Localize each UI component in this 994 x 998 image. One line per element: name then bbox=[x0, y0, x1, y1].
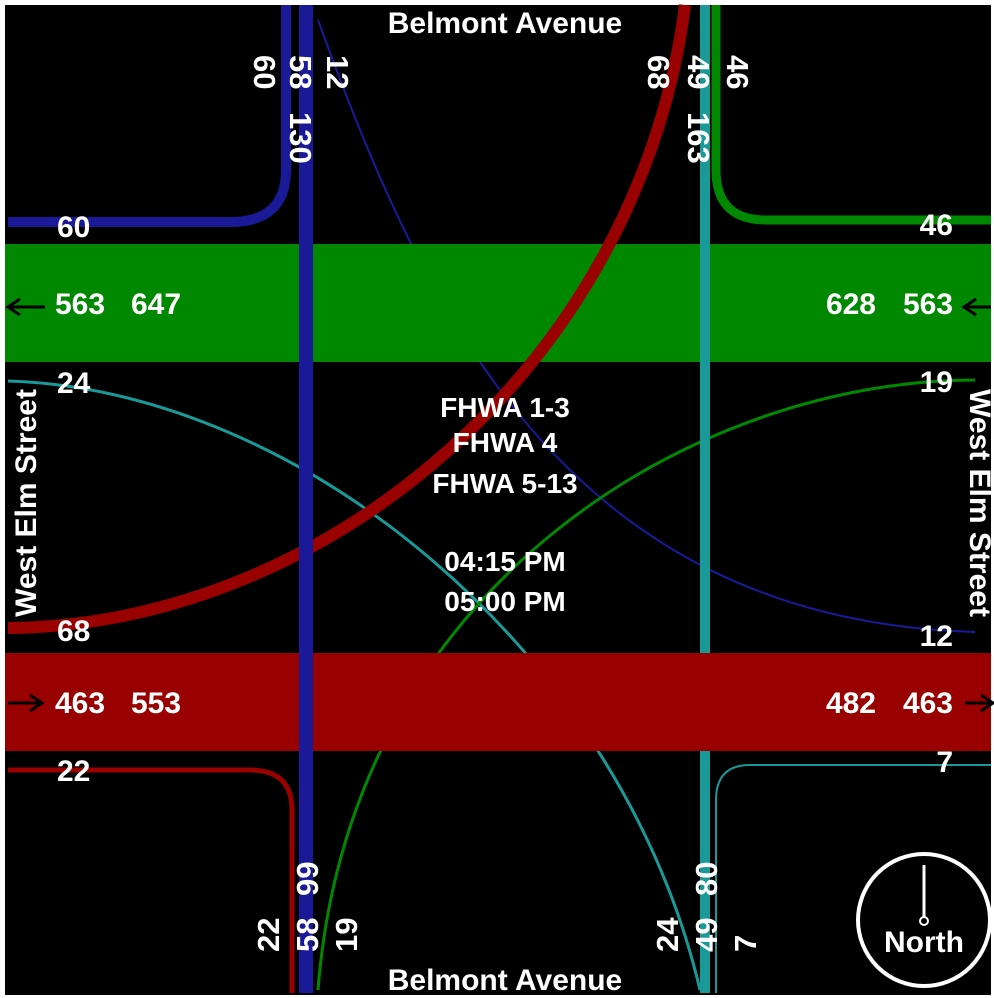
northeast-through-count: 49 bbox=[681, 55, 716, 89]
arrow-right-icon bbox=[8, 693, 45, 713]
teal-diagonal bbox=[7, 379, 702, 991]
east-turn-19-count: 19 bbox=[920, 366, 953, 399]
north-total-count: 130 bbox=[283, 112, 318, 164]
arrow-left-icon bbox=[961, 297, 991, 317]
east-red-in-count: 482 bbox=[826, 687, 876, 720]
west-red-in-count: 463 bbox=[55, 687, 105, 720]
blue-thin-diagonal bbox=[317, 19, 976, 633]
red-left-turn bbox=[8, 767, 295, 993]
southeast-total-count: 80 bbox=[689, 862, 724, 896]
blue-left-turn bbox=[8, 5, 291, 227]
north-left-count: 60 bbox=[247, 55, 282, 89]
north-through-count: 58 bbox=[283, 55, 318, 89]
red-diagonal bbox=[7, 4, 691, 634]
northeast-left-count: 68 bbox=[641, 55, 676, 89]
west-green-in-count: 647 bbox=[131, 288, 181, 321]
southeast-left-count: 24 bbox=[650, 917, 685, 952]
west-turn-24-count: 24 bbox=[57, 367, 91, 400]
green-thin-diagonal bbox=[316, 378, 976, 991]
southeast-through-count: 49 bbox=[689, 918, 724, 952]
street-name-west: West Elm Street bbox=[10, 389, 43, 617]
center-fhwa-1: FHWA 1-3 bbox=[440, 392, 570, 423]
street-name-south: Belmont Avenue bbox=[388, 964, 622, 997]
west-turn-68-count: 68 bbox=[57, 615, 90, 648]
diagram-background bbox=[5, 5, 991, 995]
east-green-in-count: 628 bbox=[826, 288, 876, 321]
south-left-count: 22 bbox=[251, 918, 286, 952]
center-fhwa-2: FHWA 4 bbox=[453, 427, 558, 458]
compass-pivot bbox=[919, 916, 929, 926]
north-right-count: 12 bbox=[320, 55, 355, 89]
west-turn-22-count: 22 bbox=[57, 755, 90, 788]
center-fhwa-3: FHWA 5-13 bbox=[432, 468, 577, 499]
compass-circle bbox=[856, 852, 992, 988]
compass-label: North bbox=[884, 926, 964, 959]
east-top-turn-count: 46 bbox=[920, 209, 953, 242]
east-turn-12-count: 12 bbox=[920, 620, 953, 653]
center-time-start: 04:15 PM bbox=[444, 546, 565, 577]
west-top-turn-count: 60 bbox=[57, 211, 90, 244]
northeast-right-count: 46 bbox=[720, 55, 755, 89]
red-westbound-band bbox=[5, 653, 991, 751]
west-red-out-count: 553 bbox=[131, 687, 181, 720]
east-green-out-count: 563 bbox=[903, 288, 953, 321]
east-turn-7-count: 7 bbox=[936, 746, 953, 779]
arrow-right-icon bbox=[965, 693, 994, 713]
east-red-out-count: 463 bbox=[903, 687, 953, 720]
street-name-north: Belmont Avenue bbox=[388, 7, 622, 40]
teal-right-turn bbox=[715, 764, 991, 993]
southeast-right-count: 7 bbox=[728, 935, 763, 952]
street-name-east: West Elm Street bbox=[963, 389, 994, 617]
green-eastbound-band bbox=[5, 244, 991, 362]
west-green-out-count: 563 bbox=[55, 288, 105, 321]
south-total-count: 99 bbox=[290, 862, 325, 896]
northeast-total-count: 163 bbox=[681, 112, 716, 164]
arrow-left-icon bbox=[5, 297, 45, 317]
green-right-turn bbox=[711, 5, 991, 225]
south-through-count: 58 bbox=[290, 918, 325, 952]
center-time-end: 05:00 PM bbox=[444, 586, 565, 617]
north-compass: North bbox=[856, 852, 992, 988]
south-right-count: 19 bbox=[329, 918, 364, 952]
